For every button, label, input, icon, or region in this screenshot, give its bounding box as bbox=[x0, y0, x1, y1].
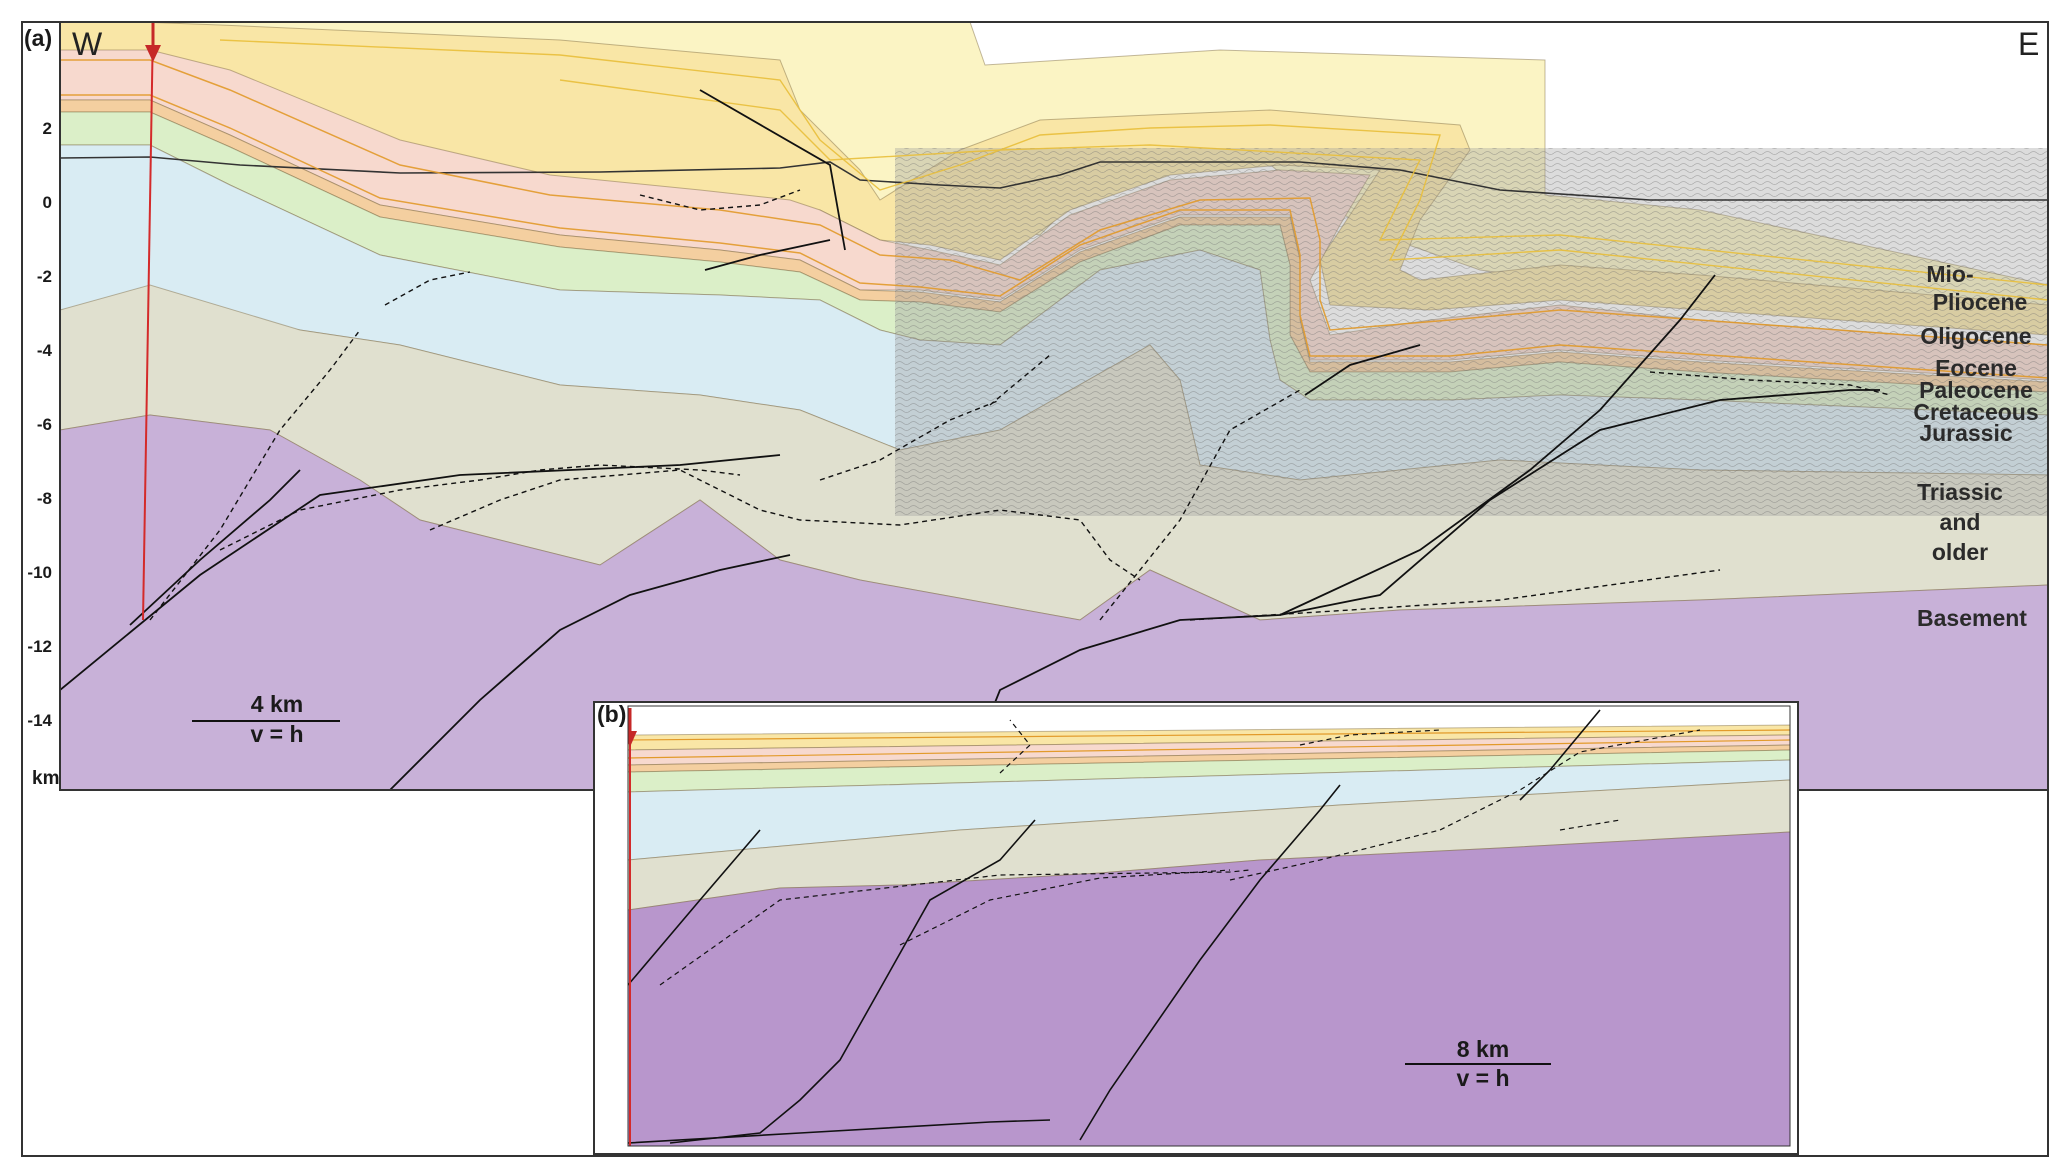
scale-length-b: 8 km bbox=[1457, 1036, 1509, 1062]
scale-ratio-b: v = h bbox=[1456, 1065, 1509, 1091]
panel-b-inner-frame bbox=[627, 705, 1791, 1147]
depth-tick: -4 bbox=[37, 341, 53, 360]
unit-label-jurassic: Jurassic bbox=[1919, 420, 2013, 446]
panel-b-label: (b) bbox=[597, 701, 626, 727]
depth-tick: -6 bbox=[37, 415, 52, 434]
unit-label-basement: Basement bbox=[1917, 605, 2027, 631]
depth-tick: -14 bbox=[27, 711, 52, 730]
unit-labels: Mio- Pliocene Oligocene Eocene Paleocene… bbox=[1913, 261, 2038, 631]
depth-tick: -10 bbox=[27, 563, 52, 582]
paleocene-layer bbox=[60, 99, 2048, 393]
well-line-a bbox=[142, 24, 154, 621]
unit-label-oligocene: Oligocene bbox=[1920, 323, 2031, 349]
depth-unit: km bbox=[32, 768, 59, 789]
unit-label-paleocene: Paleocene bbox=[1919, 377, 2033, 403]
well-arrow-b bbox=[628, 731, 637, 747]
depth-tick: -12 bbox=[27, 637, 52, 656]
panel-a-section bbox=[60, 22, 2048, 790]
unit-label-triassic: Triassic bbox=[1917, 479, 2003, 505]
unit-label-eocene: Eocene bbox=[1935, 355, 2017, 381]
scale-ratio-a: v = h bbox=[250, 721, 303, 747]
panel-b-section bbox=[628, 706, 1790, 1146]
unit-label-and: and bbox=[1940, 509, 1981, 535]
well-arrow-a bbox=[145, 45, 161, 62]
scale-bar-a: 4 km v = h bbox=[192, 691, 340, 747]
topographic-surface bbox=[60, 156, 2048, 201]
scale-bar-b: 8 km v = h bbox=[1405, 1036, 1551, 1091]
west-label: W bbox=[72, 26, 103, 62]
scale-length-a: 4 km bbox=[251, 691, 303, 717]
depth-tick: -2 bbox=[37, 267, 52, 286]
unit-label-mio: Mio- bbox=[1926, 261, 1973, 287]
unit-label-pliocene: Pliocene bbox=[1933, 289, 2028, 315]
depth-tick: -8 bbox=[37, 489, 52, 508]
east-label: E bbox=[2018, 26, 2039, 62]
depth-tick: 0 bbox=[43, 193, 52, 212]
depth-tick: 2 bbox=[43, 119, 52, 138]
panel-a-label: (a) bbox=[24, 25, 52, 51]
unit-label-cretaceous: Cretaceous bbox=[1913, 399, 2038, 425]
depth-axis: 2 0 -2 -4 -6 -8 -10 -12 -14 km bbox=[27, 119, 59, 789]
basement-layer bbox=[60, 414, 2048, 790]
unit-label-older: older bbox=[1932, 539, 1988, 565]
